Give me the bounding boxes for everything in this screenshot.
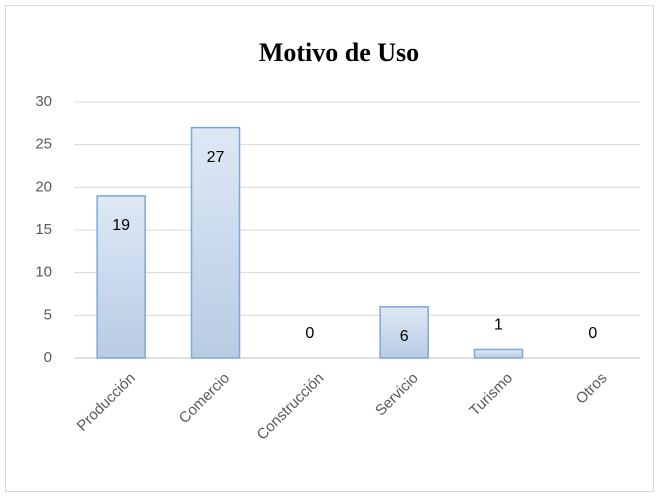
bar: [379, 306, 429, 359]
y-tick-label: 30: [35, 93, 52, 110]
bar: [96, 195, 146, 359]
y-tick-label: 10: [35, 264, 52, 281]
bar: [190, 126, 241, 359]
chart-title: Motivo de Uso: [259, 38, 419, 67]
data-label: 0: [588, 325, 597, 342]
bar: [473, 348, 524, 359]
data-label: 6: [400, 328, 409, 345]
data-label: 0: [305, 325, 314, 342]
data-label: 27: [207, 149, 225, 166]
data-label: 1: [494, 317, 503, 334]
y-tick-label: 25: [35, 136, 52, 153]
y-tick-label: 20: [35, 178, 52, 195]
y-tick-label: 5: [44, 306, 52, 323]
y-tick-label: 0: [44, 349, 52, 366]
data-label: 19: [112, 217, 130, 234]
y-tick-label: 15: [35, 221, 52, 238]
